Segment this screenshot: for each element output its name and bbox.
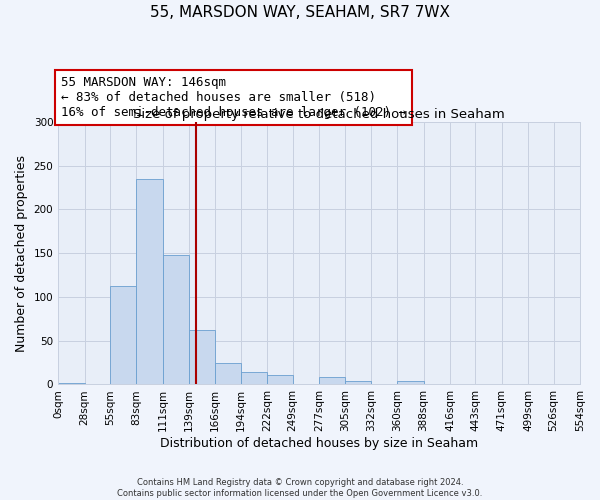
X-axis label: Distribution of detached houses by size in Seaham: Distribution of detached houses by size … xyxy=(160,437,478,450)
Title: Size of property relative to detached houses in Seaham: Size of property relative to detached ho… xyxy=(133,108,505,120)
Bar xyxy=(346,381,371,384)
Bar xyxy=(189,330,215,384)
Bar xyxy=(136,178,163,384)
Bar xyxy=(319,378,346,384)
Bar xyxy=(110,286,136,384)
Bar xyxy=(58,382,85,384)
Bar xyxy=(215,362,241,384)
Bar xyxy=(163,255,189,384)
Text: 55 MARSDON WAY: 146sqm
← 83% of detached houses are smaller (518)
16% of semi-de: 55 MARSDON WAY: 146sqm ← 83% of detached… xyxy=(61,76,406,119)
Bar xyxy=(241,372,267,384)
Bar xyxy=(267,375,293,384)
Bar xyxy=(397,381,424,384)
Y-axis label: Number of detached properties: Number of detached properties xyxy=(15,154,28,352)
Text: 55, MARSDON WAY, SEAHAM, SR7 7WX: 55, MARSDON WAY, SEAHAM, SR7 7WX xyxy=(150,5,450,20)
Text: Contains HM Land Registry data © Crown copyright and database right 2024.
Contai: Contains HM Land Registry data © Crown c… xyxy=(118,478,482,498)
